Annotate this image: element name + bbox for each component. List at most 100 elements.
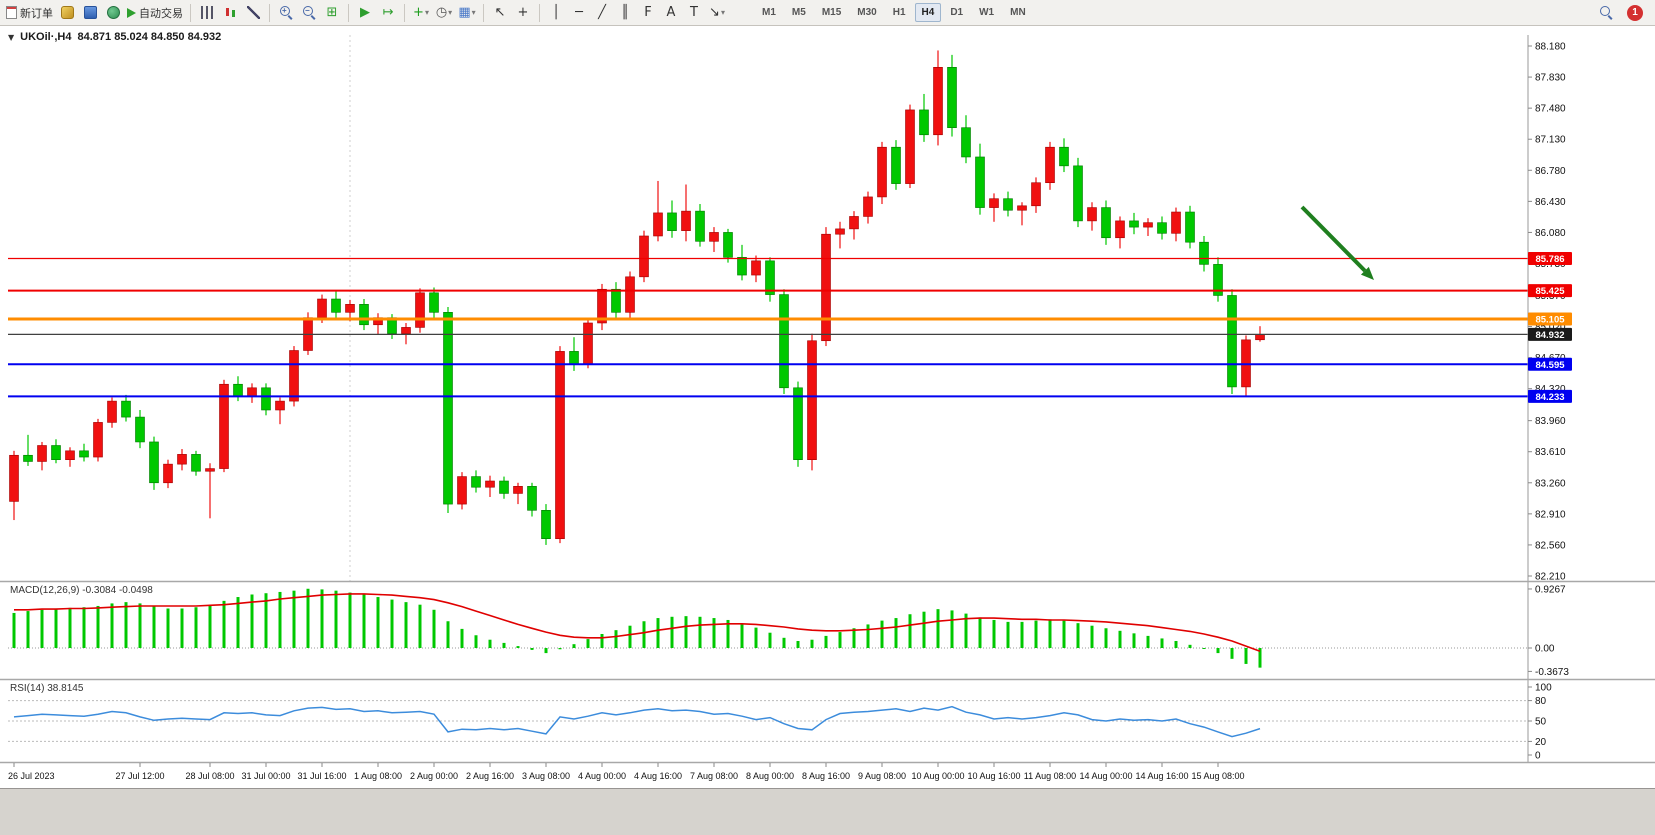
macd-bar — [726, 619, 730, 648]
macd-bar — [460, 628, 464, 648]
candle-up — [1115, 220, 1125, 239]
macd-bar — [978, 617, 982, 648]
label-icon[interactable]: T — [683, 2, 705, 24]
chart-title: ▼ UKOil·,H4 84.871 85.024 84.850 84.932 — [8, 31, 221, 43]
zoom-out-icon[interactable]: − — [298, 2, 320, 24]
svg-text:86.080: 86.080 — [1535, 228, 1566, 239]
macd-bar — [1132, 633, 1136, 648]
svg-text:50: 50 — [1535, 717, 1547, 728]
candlestick-chart-icon[interactable] — [219, 2, 241, 24]
indicators-button[interactable]: + ▾ — [410, 2, 432, 24]
chart-window[interactable]: 88.180 87.830 87.480 87.130 86.780 86.430 86.0… — [0, 26, 1655, 788]
svg-text:0: 0 — [1535, 751, 1541, 762]
crosshair-icon[interactable]: + — [512, 2, 534, 24]
candle-up — [1017, 205, 1027, 211]
macd-bar — [866, 624, 870, 648]
new-order-button[interactable]: 新订单 — [4, 2, 55, 24]
zoom-in-icon: + — [279, 6, 293, 19]
timeframe-m15[interactable]: M15 — [821, 7, 842, 18]
macd-bar — [572, 644, 576, 648]
auto-scroll-icon[interactable]: ▶ — [354, 2, 376, 24]
macd-label: MACD(12,26,9) -0.3084 -0.0498 — [10, 585, 153, 596]
macd-bar — [1020, 621, 1024, 648]
macd-bar — [824, 635, 828, 648]
indicators-button-glyph: + — [413, 5, 424, 20]
horizontal-line-icon-glyph: ─ — [575, 5, 583, 20]
arrows-icon-glyph: ↘ — [709, 5, 720, 20]
timeframe-h4[interactable]: H4 — [914, 3, 942, 22]
svg-text:87.130: 87.130 — [1535, 135, 1566, 146]
macd-bar — [152, 605, 156, 648]
zoom-in-icon[interactable]: + — [275, 2, 297, 24]
trendline-icon[interactable]: ╱ — [591, 2, 613, 24]
metaeditor-icon[interactable] — [56, 2, 78, 24]
candle-down — [695, 210, 705, 242]
autotrading-button[interactable]: 自动交易 — [125, 2, 185, 24]
macd-bar — [1006, 621, 1010, 648]
candle-down — [765, 260, 775, 295]
trend-arrow[interactable] — [1300, 205, 1374, 280]
timeframe-w1[interactable]: W1 — [979, 7, 995, 18]
macd-bar — [908, 614, 912, 648]
timeframe-d1[interactable]: D1 — [950, 7, 964, 18]
arrows-icon[interactable]: ↘ ▾ — [706, 2, 728, 24]
notification-badge[interactable]: 1 — [1627, 4, 1643, 21]
svg-text:85.105: 85.105 — [1535, 314, 1565, 325]
equidistant-channel-icon[interactable]: ║ — [614, 2, 636, 24]
label-icon-glyph: T — [690, 5, 698, 20]
macd-bar — [1104, 628, 1108, 648]
toolbar-separator — [539, 3, 540, 22]
search-icon[interactable] — [1595, 2, 1617, 24]
macd-bar — [894, 618, 898, 648]
macd-bar — [698, 616, 702, 648]
timeframe-h1[interactable]: H1 — [892, 7, 906, 18]
line-chart-icon[interactable] — [242, 2, 264, 24]
rsi-label: RSI(14) 38.8145 — [10, 683, 83, 694]
macd-bar — [1230, 648, 1234, 659]
timeframe-m5[interactable]: M5 — [791, 7, 806, 18]
terminal-icon[interactable] — [79, 2, 101, 24]
fibonacci-icon[interactable]: F — [637, 2, 659, 24]
periods-button[interactable]: ◷ ▾ — [433, 2, 455, 24]
macd-bar — [348, 592, 352, 648]
line-chart-icon — [246, 6, 260, 19]
macd-bar — [474, 635, 478, 648]
candle-up — [807, 340, 817, 461]
strategy-tester-icon[interactable] — [102, 2, 124, 24]
collapse-triangle-icon[interactable]: ▼ — [8, 32, 15, 42]
text-icon[interactable]: A — [660, 2, 682, 24]
horizontal-line-icon[interactable]: ─ — [568, 2, 590, 24]
candle-up — [863, 196, 873, 217]
svg-text:1 Aug 08:00: 1 Aug 08:00 — [354, 771, 402, 781]
macd-bar — [26, 611, 30, 648]
macd-bar — [12, 612, 16, 648]
candle-down — [569, 351, 579, 365]
candle-down — [527, 486, 537, 511]
macd-bar — [922, 611, 926, 648]
timeframe-m1[interactable]: M1 — [762, 7, 776, 18]
svg-text:100: 100 — [1535, 683, 1552, 694]
candle-down — [1185, 211, 1195, 243]
svg-text:7 Aug 08:00: 7 Aug 08:00 — [690, 771, 738, 781]
vertical-line-icon[interactable]: │ — [545, 2, 567, 24]
templates-button[interactable]: ▦ ▾ — [456, 2, 478, 24]
macd-bar — [1146, 635, 1150, 648]
chart-shift-icon[interactable]: ↦ — [377, 2, 399, 24]
dropdown-caret-icon: ▾ — [720, 8, 725, 17]
chart-canvas[interactable]: 88.180 87.830 87.480 87.130 86.780 86.430 86.0… — [0, 26, 1655, 788]
rsi-line — [13, 705, 1261, 738]
svg-text:20: 20 — [1535, 737, 1547, 748]
price-tag — [1528, 284, 1572, 298]
candle-up — [653, 212, 663, 237]
main-toolbar: 新订单 自动交易 + − ⊞ ▶ ↦ + ▾ ◷ ▾ ▦ ▾ ↖ + │ ─ ╱ ║ F A T ↘ ▾ M1 M5 M15 M30… — [0, 0, 1655, 26]
candle-down — [611, 288, 621, 313]
timeframe-m30[interactable]: M30 — [857, 7, 877, 18]
cursor-icon[interactable]: ↖ — [489, 2, 511, 24]
macd-bar — [992, 619, 996, 648]
timeframe-mn[interactable]: MN — [1010, 7, 1026, 18]
tile-windows-icon[interactable]: ⊞ — [321, 2, 343, 24]
bar-chart-icon[interactable] — [196, 2, 218, 24]
candle-up — [625, 276, 635, 313]
candle-down — [429, 292, 439, 313]
macd-bar — [292, 590, 296, 648]
